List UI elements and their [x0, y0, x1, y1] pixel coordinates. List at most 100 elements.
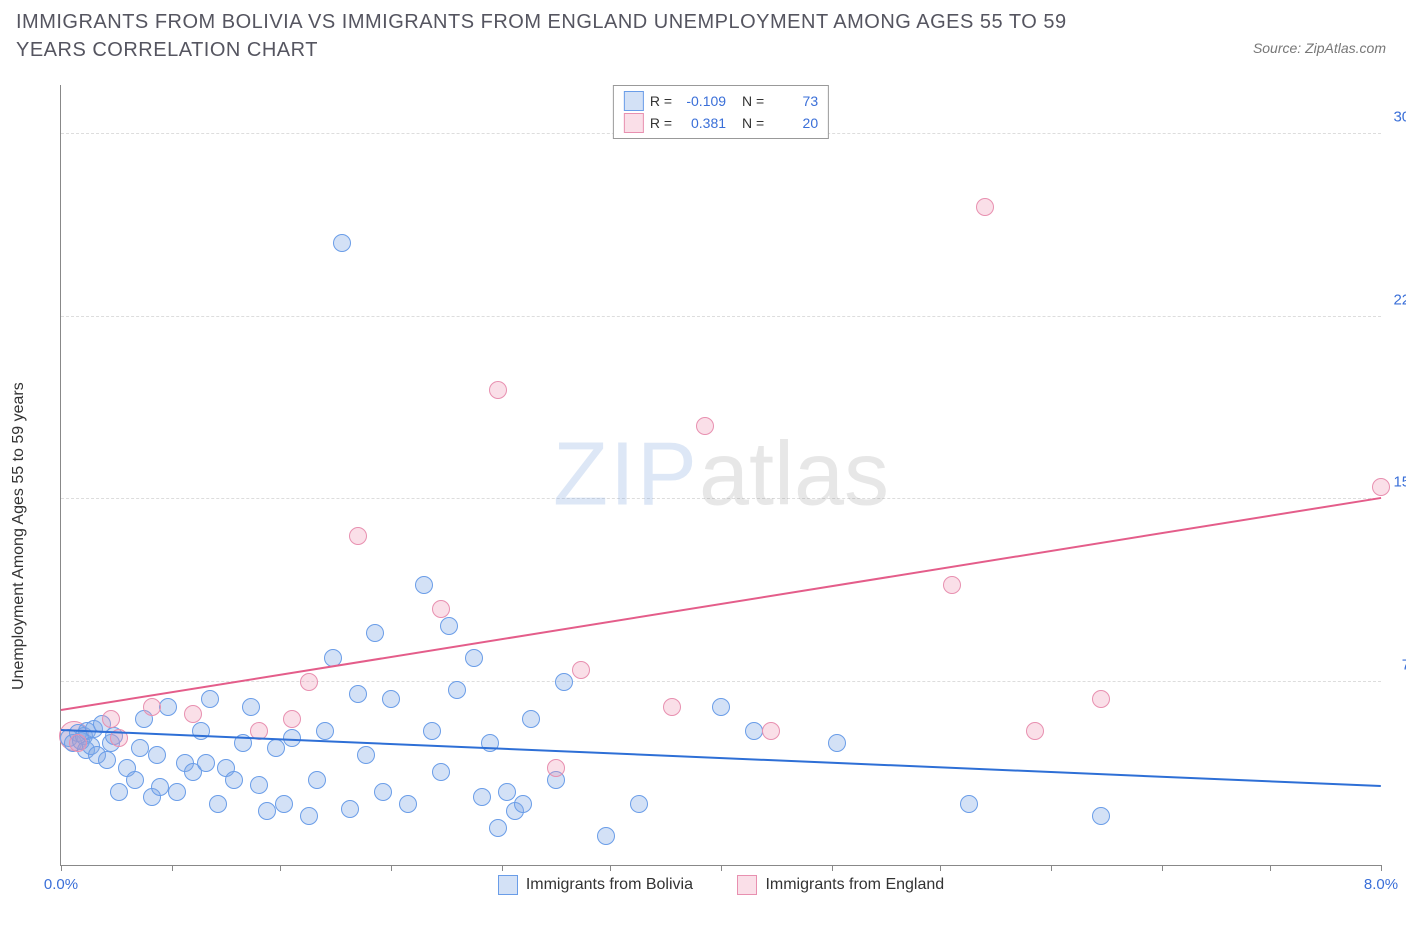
gridline — [61, 498, 1381, 499]
x-tick — [832, 865, 833, 871]
scatter-point-bolivia — [197, 754, 215, 772]
scatter-point-bolivia — [316, 722, 334, 740]
scatter-point-bolivia — [349, 685, 367, 703]
x-tick — [502, 865, 503, 871]
scatter-point-bolivia — [98, 751, 116, 769]
legend-swatch-england-bottom — [737, 875, 757, 895]
scatter-point-bolivia — [399, 795, 417, 813]
scatter-point-bolivia — [465, 649, 483, 667]
x-tick-label: 8.0% — [1364, 876, 1398, 893]
legend-swatch-bolivia — [624, 91, 644, 111]
chart-plot-area: ZIPatlas R = -0.109 N = 73 R = 0.381 N =… — [60, 85, 1381, 866]
scatter-point-bolivia — [308, 771, 326, 789]
scatter-point-england — [1092, 690, 1110, 708]
r-value-england: 0.381 — [678, 115, 726, 131]
scatter-point-bolivia — [341, 800, 359, 818]
scatter-point-bolivia — [366, 624, 384, 642]
scatter-point-england — [102, 710, 120, 728]
scatter-point-england — [976, 198, 994, 216]
legend-row-bolivia: R = -0.109 N = 73 — [624, 90, 818, 112]
y-tick-label: 15.0% — [1393, 474, 1406, 491]
scatter-point-england — [1026, 722, 1044, 740]
legend-item-bolivia: Immigrants from Bolivia — [498, 875, 693, 895]
scatter-point-england — [762, 722, 780, 740]
scatter-point-england — [184, 705, 202, 723]
gridline — [61, 681, 1381, 682]
scatter-point-bolivia — [110, 783, 128, 801]
scatter-point-bolivia — [432, 763, 450, 781]
r-value-bolivia: -0.109 — [678, 93, 726, 109]
n-value-england: 20 — [770, 115, 818, 131]
x-tick — [391, 865, 392, 871]
x-tick — [1270, 865, 1271, 871]
scatter-point-bolivia — [374, 783, 392, 801]
scatter-point-bolivia — [300, 807, 318, 825]
watermark-atlas: atlas — [699, 425, 889, 525]
legend-label-england: Immigrants from England — [765, 876, 944, 894]
scatter-point-bolivia — [242, 698, 260, 716]
legend-bottom: Immigrants from Bolivia Immigrants from … — [61, 875, 1381, 900]
scatter-point-bolivia — [440, 617, 458, 635]
x-tick — [61, 865, 62, 871]
y-tick-label: 22.5% — [1393, 291, 1406, 308]
watermark-zip: ZIP — [553, 425, 699, 525]
scatter-point-bolivia — [712, 698, 730, 716]
x-tick — [280, 865, 281, 871]
scatter-point-england — [489, 381, 507, 399]
watermark: ZIPatlas — [553, 424, 889, 527]
scatter-point-bolivia — [597, 827, 615, 845]
scatter-point-bolivia — [333, 234, 351, 252]
r-label: R = — [650, 115, 672, 131]
legend-label-bolivia: Immigrants from Bolivia — [526, 876, 693, 894]
legend-swatch-england — [624, 113, 644, 133]
scatter-point-bolivia — [209, 795, 227, 813]
scatter-point-bolivia — [423, 722, 441, 740]
scatter-point-bolivia — [201, 690, 219, 708]
scatter-point-bolivia — [448, 681, 466, 699]
scatter-point-bolivia — [258, 802, 276, 820]
scatter-point-bolivia — [1092, 807, 1110, 825]
legend-correlation-box: R = -0.109 N = 73 R = 0.381 N = 20 — [613, 85, 829, 139]
scatter-point-england — [572, 661, 590, 679]
scatter-point-bolivia — [522, 710, 540, 728]
r-label: R = — [650, 93, 672, 109]
x-tick — [1162, 865, 1163, 871]
legend-item-england: Immigrants from England — [737, 875, 944, 895]
scatter-point-bolivia — [514, 795, 532, 813]
scatter-point-bolivia — [498, 783, 516, 801]
x-tick — [172, 865, 173, 871]
scatter-point-bolivia — [131, 739, 149, 757]
scatter-point-england — [432, 600, 450, 618]
scatter-point-england — [300, 673, 318, 691]
scatter-point-bolivia — [151, 778, 169, 796]
scatter-point-bolivia — [225, 771, 243, 789]
chart-title: IMMIGRANTS FROM BOLIVIA VS IMMIGRANTS FR… — [16, 8, 1136, 64]
y-axis-label: Unemployment Among Ages 55 to 59 years — [10, 382, 28, 690]
n-label: N = — [742, 93, 764, 109]
scatter-point-england — [349, 527, 367, 545]
gridline — [61, 316, 1381, 317]
x-tick-label: 0.0% — [44, 876, 78, 893]
scatter-point-bolivia — [382, 690, 400, 708]
scatter-point-bolivia — [828, 734, 846, 752]
scatter-point-bolivia — [168, 783, 186, 801]
scatter-point-bolivia — [159, 698, 177, 716]
scatter-point-bolivia — [357, 746, 375, 764]
x-tick — [1381, 865, 1382, 871]
source-label: Source: ZipAtlas.com — [1253, 40, 1386, 56]
x-tick — [940, 865, 941, 871]
x-tick — [1051, 865, 1052, 871]
y-tick-label: 7.5% — [1402, 657, 1406, 674]
scatter-point-bolivia — [960, 795, 978, 813]
x-tick — [610, 865, 611, 871]
scatter-point-england — [663, 698, 681, 716]
scatter-point-bolivia — [489, 819, 507, 837]
scatter-point-bolivia — [250, 776, 268, 794]
scatter-point-england — [696, 417, 714, 435]
y-tick-label: 30.0% — [1393, 108, 1406, 125]
scatter-point-bolivia — [148, 746, 166, 764]
scatter-point-bolivia — [267, 739, 285, 757]
legend-swatch-bolivia-bottom — [498, 875, 518, 895]
scatter-point-bolivia — [630, 795, 648, 813]
n-label: N = — [742, 115, 764, 131]
